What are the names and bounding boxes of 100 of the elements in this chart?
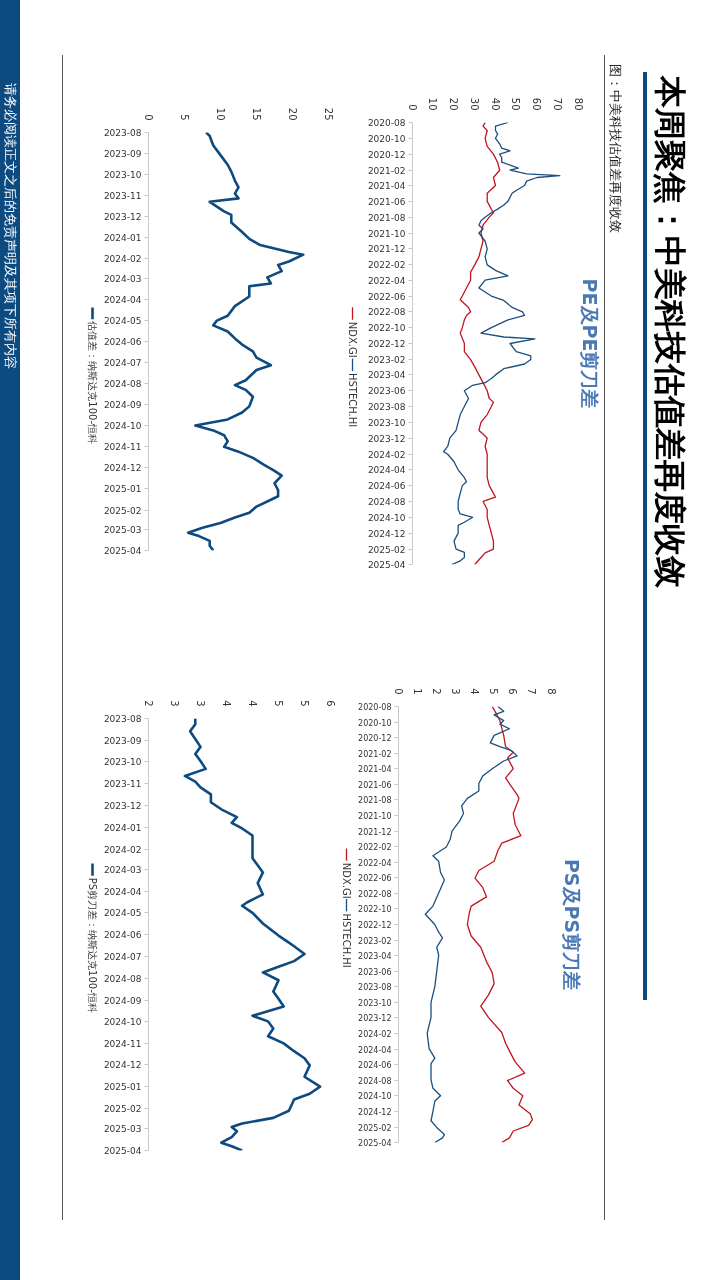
y-tick-label: 2023-12 [358, 1014, 392, 1024]
y-tick-label: 2023-10 [103, 757, 142, 768]
x-tick-label: 4 [469, 688, 480, 695]
y-tick-label: 2024-04 [367, 465, 406, 476]
y-tick-label: 2021-08 [367, 212, 406, 223]
y-tick-label: 2024-08 [367, 496, 406, 507]
y-tick-label: 2021-08 [358, 796, 392, 806]
y-tick-label: 2025-04 [367, 560, 406, 570]
y-tick-label: 2025-03 [103, 524, 142, 535]
y-tick-label: 2023-12 [103, 800, 142, 811]
y-tick-label: 2024-12 [367, 528, 406, 539]
y-tick-label: 2021-04 [367, 181, 406, 192]
y-tick-label: 2024-09 [103, 995, 142, 1006]
x-tick-label: 0 [142, 114, 154, 121]
y-tick-label: 2021-02 [367, 165, 406, 176]
y-tick-label: 2025-02 [367, 544, 406, 555]
x-tick-label: 4 [246, 700, 258, 707]
y-tick-label: 2022-04 [358, 858, 392, 868]
y-tick-label: 2024-06 [367, 481, 406, 492]
legend-label: HSTECH.HI [341, 913, 352, 968]
text: PE及PE剪刀差 [579, 278, 601, 409]
x-tick-label: 4 [220, 700, 232, 707]
y-tick-label: 2023-04 [358, 951, 392, 961]
y-tick-label: 2023-08 [103, 128, 142, 138]
x-tick-label: 15 [250, 107, 262, 121]
y-tick-label: 2023-08 [358, 983, 392, 993]
x-tick-label: 70 [551, 97, 563, 111]
y-tick-label: 2024-06 [358, 1061, 392, 1071]
y-tick-label: 2022-12 [367, 339, 406, 349]
x-tick-label: 0 [406, 104, 418, 111]
y-tick-label: 2023-12 [103, 211, 142, 222]
y-tick-label: 2024-04 [358, 1045, 392, 1055]
y-tick-label: 2020-12 [358, 734, 392, 744]
x-tick-label: 20 [448, 97, 459, 111]
text: 请务必阅读正文之后的免责声明及其项下所有内容 [2, 83, 19, 369]
y-tick-label: 2024-05 [103, 316, 142, 327]
y-tick-label: 2024-10 [358, 1092, 392, 1102]
y-tick-label: 2023-12 [367, 433, 406, 444]
x-tick-label: 30 [468, 97, 480, 111]
y-tick-label: 2024-08 [358, 1076, 392, 1086]
y-tick-label: 2023-06 [358, 967, 392, 977]
y-tick-label: 2023-08 [103, 714, 142, 724]
text: 本周聚焦：中美科技估值差再度收敛 [650, 76, 690, 588]
y-tick-label: 2024-12 [103, 1060, 142, 1071]
x-tick-label: 5 [272, 700, 284, 707]
y-tick-label: 2025-01 [103, 484, 142, 495]
y-tick-label: 2024-10 [103, 1016, 142, 1027]
y-tick-label: 2024-02 [367, 449, 406, 460]
y-tick-label: 2023-09 [103, 735, 142, 746]
y-tick-label: 2024-10 [367, 512, 406, 523]
x-tick-label: 3 [449, 688, 461, 695]
legend-label: HSTECH.HI [347, 372, 358, 428]
x-tick-label: 60 [531, 97, 542, 111]
y-tick-label: 2025-03 [103, 1124, 142, 1135]
y-tick-label: 2022-10 [358, 905, 392, 915]
y-tick-label: 2022-08 [358, 889, 392, 899]
x-tick-label: 10 [427, 97, 439, 111]
y-tick-label: 2023-10 [358, 998, 392, 1008]
y-tick-label: 2023-02 [358, 936, 392, 946]
y-tick-label: 2025-02 [358, 1123, 392, 1133]
y-tick-label: 2020-08 [367, 118, 406, 128]
y-tick-label: 2024-08 [103, 379, 142, 390]
y-tick-label: 2024-09 [103, 400, 142, 411]
y-tick-label: 2024-01 [103, 822, 142, 833]
y-tick-label: 2023-04 [367, 370, 406, 381]
y-tick-label: 2024-02 [103, 844, 142, 855]
y-tick-label: 2024-04 [103, 295, 142, 306]
y-tick-label: 2024-07 [103, 357, 142, 368]
y-tick-label: 2022-10 [367, 323, 406, 334]
y-tick-label: 2023-02 [367, 355, 406, 366]
y-tick-label: 2023-10 [367, 417, 406, 428]
y-tick-label: 2024-02 [358, 1030, 392, 1040]
x-tick-label: 25 [322, 107, 334, 121]
y-tick-label: 2025-01 [103, 1082, 142, 1093]
y-tick-label: 2023-11 [103, 779, 142, 790]
y-tick-label: 2023-09 [103, 149, 142, 160]
y-tick-label: 2021-02 [358, 750, 392, 760]
x-tick-label: 8 [545, 688, 557, 695]
y-tick-label: 2020-12 [367, 149, 406, 160]
y-tick-label: 2022-02 [358, 843, 392, 853]
y-tick-label: 2024-11 [103, 1038, 142, 1049]
y-tick-label: 2024-12 [103, 462, 142, 473]
y-tick-label: 2024-03 [103, 274, 142, 285]
y-tick-label: 2022-12 [358, 921, 392, 930]
y-tick-label: 2025-04 [103, 546, 142, 556]
legend-label: PS剪刀差：纳斯达克100-恒科 [87, 877, 98, 1013]
x-tick-label: 6 [324, 700, 336, 707]
x-tick-label: 7 [526, 688, 538, 695]
y-tick-label: 2020-10 [358, 718, 392, 728]
x-tick-label: 2 [430, 688, 442, 695]
x-tick-label: 1 [411, 688, 423, 695]
y-tick-label: 2023-08 [367, 402, 406, 413]
y-tick-label: 2021-06 [358, 780, 392, 790]
y-tick-label: 2022-04 [367, 275, 406, 286]
y-tick-label: 2024-04 [103, 887, 142, 898]
y-tick-label: 2025-04 [358, 1139, 392, 1148]
y-tick-label: 2021-10 [358, 812, 392, 821]
x-tick-label: 50 [510, 97, 522, 111]
y-tick-label: 2024-06 [103, 930, 142, 941]
y-tick-label: 2024-11 [103, 442, 142, 453]
